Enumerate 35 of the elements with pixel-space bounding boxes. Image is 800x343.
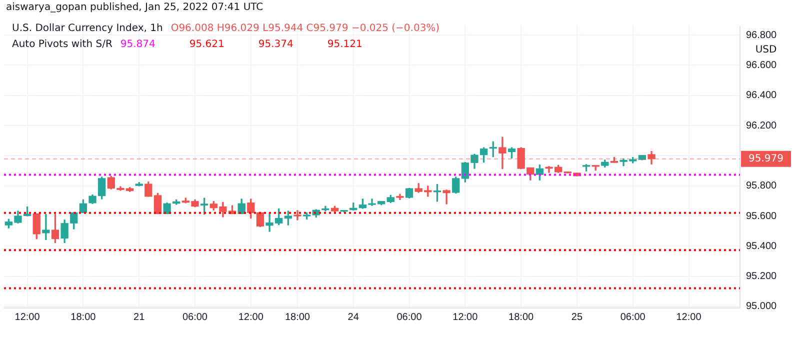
x-tick-label: 24 [348, 312, 360, 323]
annotation: O96.008 H96.029 L95.944 C95.979 −0.025 (−0.03%) [170, 23, 440, 34]
y-tick-label: 96.200 [746, 120, 778, 132]
x-tick-label: 12:00 [238, 312, 264, 323]
chart-title: U.S. Dollar Currency Index, 1h [12, 23, 163, 34]
ref-line-label: 95.874 [120, 39, 156, 50]
x-tick-label: 06:00 [620, 312, 646, 323]
y-tick-label: 96.800 [746, 30, 778, 41]
y-tick-label: 95.600 [746, 210, 778, 222]
y-tick-label: 95.800 [746, 180, 778, 192]
candlestick [294, 210, 302, 220]
x-tick-label: 18:00 [70, 312, 96, 323]
ref-line-label: 95.121 [327, 39, 362, 50]
candlestick [396, 194, 404, 200]
y-tick-label: 95.400 [746, 240, 778, 252]
y-tick-label: 95.200 [746, 271, 778, 282]
candlestick [135, 182, 143, 186]
text: aiswarya_gopan published, Jan 25, 2022 07:41 UTC [6, 2, 264, 13]
y-axis-title: USD [755, 44, 777, 56]
x-tick-label: 12:00 [452, 312, 478, 323]
x-tick-label: 25 [571, 312, 583, 323]
ref-line-label: 95.621 [189, 39, 224, 50]
x-tick-label: 18:00 [508, 312, 534, 323]
x-tick-label: 06:00 [182, 312, 208, 323]
y-tick-label: 95.000 [746, 301, 778, 312]
x-tick-label: 12:00 [14, 312, 40, 323]
x-tick-label: 12:00 [676, 312, 702, 323]
x-tick-label: 21 [134, 312, 146, 323]
annotation: Auto Pivots with S/R [12, 39, 112, 50]
ref-line-label: 95.374 [258, 39, 294, 50]
y-tick-label: 96.400 [746, 90, 778, 102]
ref-line-label: 95.979 [748, 153, 784, 164]
x-tick-label: 06:00 [396, 312, 422, 323]
y-tick-label: 96.600 [746, 60, 778, 71]
x-tick-label: 18:00 [284, 312, 310, 323]
